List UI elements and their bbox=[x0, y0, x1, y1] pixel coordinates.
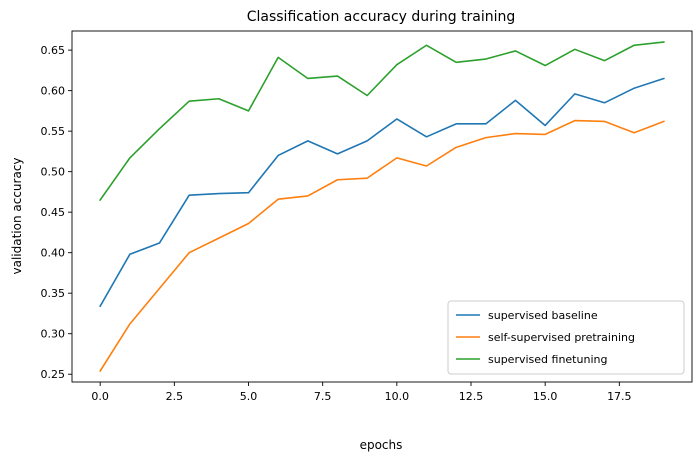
x-tick-label: 5.0 bbox=[240, 390, 258, 403]
x-tick-label: 7.5 bbox=[314, 390, 332, 403]
y-axis-label: validation accuracy bbox=[10, 157, 24, 274]
x-tick-label: 15.0 bbox=[533, 390, 558, 403]
legend-box bbox=[447, 300, 685, 375]
axes: 0.0 2.5 5.0 7.5 10.0 12.5 15.0 17.5 0.25 0.30 0.35… bbox=[41, 30, 693, 403]
x-tick-label: 0.0 bbox=[91, 390, 109, 403]
legend: supervised baseline self-supervised pretr… bbox=[447, 300, 685, 375]
series-line-2 bbox=[99, 41, 665, 202]
plot-area bbox=[99, 41, 665, 373]
y-tick-label: 0.25 bbox=[41, 368, 66, 381]
x-tick-label: 2.5 bbox=[166, 390, 184, 403]
y-tick-label: 0.40 bbox=[41, 247, 66, 260]
chart-title: Classification accuracy during training bbox=[247, 9, 516, 25]
axes-frame bbox=[71, 30, 693, 383]
y-tick-label: 0.60 bbox=[41, 85, 66, 98]
y-tick-label: 0.65 bbox=[41, 44, 66, 57]
legend-label-2: supervised finetuning bbox=[488, 353, 607, 366]
x-axis-label: epochs bbox=[360, 438, 403, 452]
x-tick-label: 10.0 bbox=[385, 390, 410, 403]
legend-label-0: supervised baseline bbox=[488, 309, 598, 322]
series-line-0 bbox=[99, 77, 665, 308]
y-tick-label: 0.35 bbox=[41, 287, 66, 300]
x-tick-label: 17.5 bbox=[607, 390, 632, 403]
y-tick-label: 0.30 bbox=[41, 328, 66, 341]
y-tick-label: 0.55 bbox=[41, 125, 66, 138]
x-tick-label: 12.5 bbox=[459, 390, 484, 403]
series-line-1 bbox=[99, 119, 665, 373]
y-tick-label: 0.50 bbox=[41, 166, 66, 179]
y-tick-label: 0.45 bbox=[41, 206, 66, 219]
legend-label-1: self-supervised pretraining bbox=[488, 331, 635, 344]
